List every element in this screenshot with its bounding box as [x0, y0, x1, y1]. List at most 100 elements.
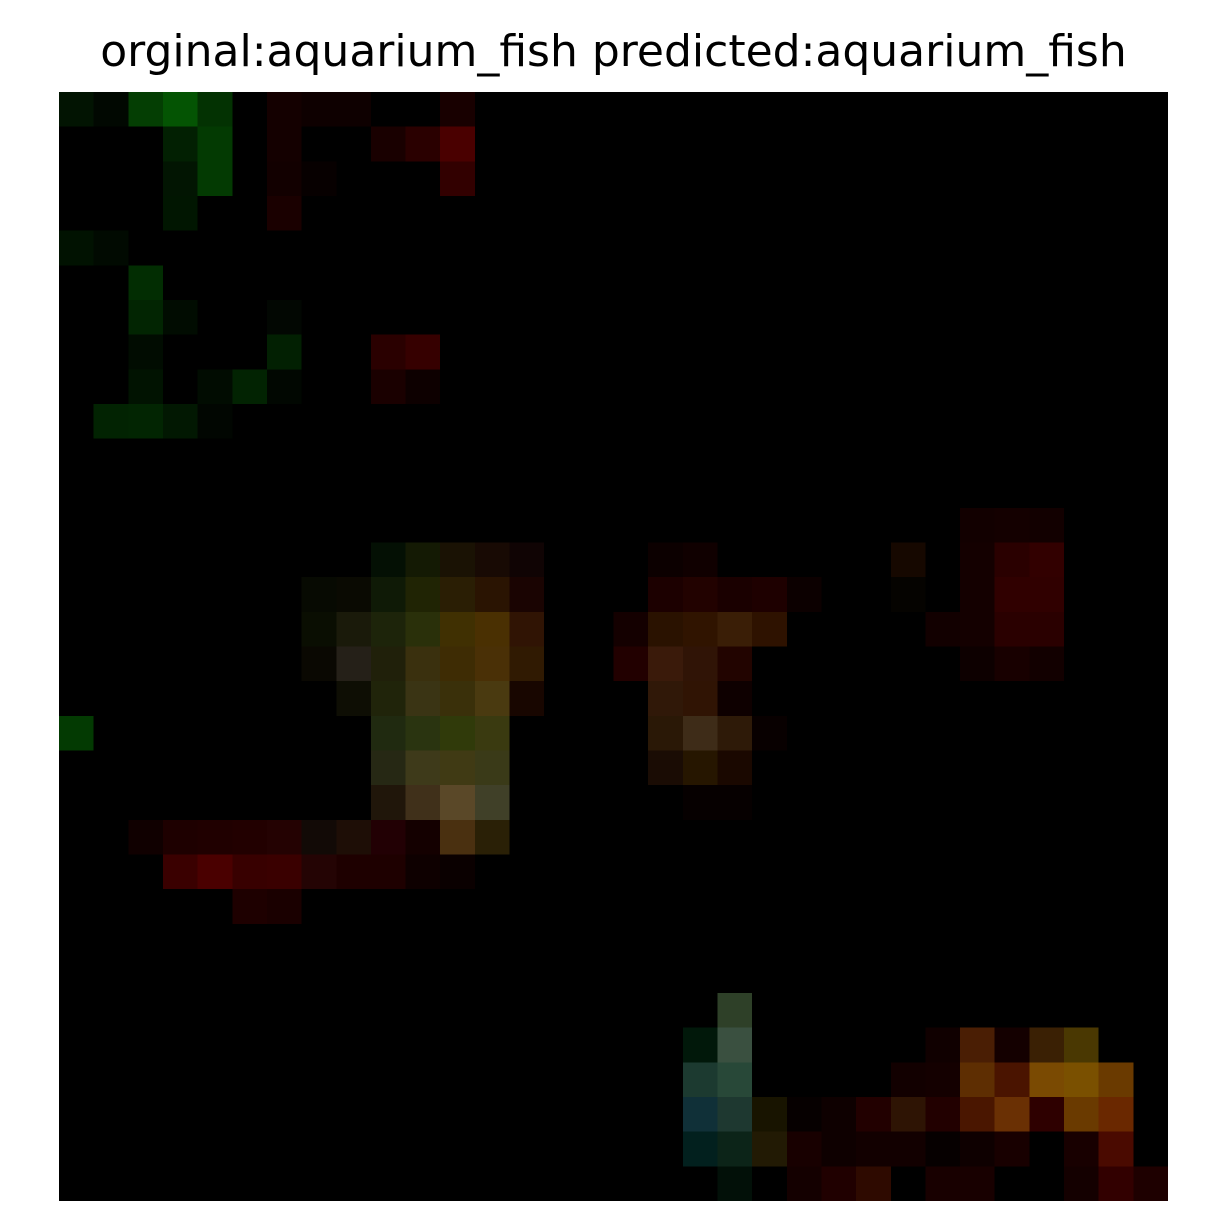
image-pixel — [266, 92, 302, 127]
image-pixel — [994, 542, 1030, 578]
image-pixel — [1064, 1027, 1099, 1063]
image-pixel — [197, 92, 233, 127]
image-pixel — [994, 577, 1030, 612]
image-pixel — [336, 681, 371, 716]
image-pixel — [370, 577, 406, 612]
image-pixel — [440, 126, 475, 162]
image-pixel — [93, 92, 129, 127]
image-pixel — [162, 819, 198, 855]
image-pixel — [717, 1097, 753, 1132]
image-pixel — [336, 577, 371, 612]
image-pixel — [440, 646, 475, 682]
image-pixel — [162, 403, 198, 439]
image-pixel — [1029, 542, 1065, 578]
image-pixel — [370, 126, 406, 162]
image-pixel — [474, 542, 510, 578]
image-pixel — [162, 299, 198, 335]
image-pixel — [994, 1131, 1030, 1167]
image-pixel — [752, 1097, 787, 1132]
image-pixel — [197, 819, 233, 855]
image-pixel — [162, 195, 198, 231]
image-pixel — [93, 230, 129, 266]
image-pixel — [440, 611, 475, 647]
image-pixel — [370, 681, 406, 716]
image-pixel — [960, 646, 995, 682]
image-pixel — [440, 854, 475, 890]
image-pixel — [474, 577, 510, 612]
image-pixel — [960, 1062, 995, 1098]
image-pixel — [336, 646, 371, 682]
image-pixel — [1029, 646, 1065, 682]
image-pixel — [59, 92, 94, 127]
image-pixel — [59, 230, 94, 266]
image-pixel — [717, 611, 753, 647]
image-pixel — [752, 1131, 787, 1167]
image-pixel — [682, 1062, 718, 1098]
image-pixel — [370, 715, 406, 751]
image-pixel — [682, 577, 718, 612]
image-pixel — [128, 403, 163, 439]
image-pixel — [197, 161, 233, 196]
image-pixel — [821, 1097, 857, 1132]
image-pixel — [440, 819, 475, 855]
image-pixel — [266, 819, 302, 855]
image-pixel — [370, 611, 406, 647]
image-pixel — [405, 819, 441, 855]
image-pixel — [682, 785, 718, 820]
image-pixel — [925, 1027, 961, 1063]
image-pixel — [786, 1131, 822, 1167]
image-pixel — [717, 646, 753, 682]
image-pixel — [128, 92, 163, 127]
image-pixel — [370, 646, 406, 682]
image-pixel — [509, 577, 545, 612]
image-pixel — [336, 611, 371, 647]
image-pixel — [370, 785, 406, 820]
image-pixel — [752, 577, 787, 612]
image-pixel — [925, 611, 961, 647]
image-pixel — [1029, 507, 1065, 543]
image-pixel — [613, 611, 649, 647]
image-pixel — [717, 577, 753, 612]
image-pixel — [440, 785, 475, 820]
image-pixel — [752, 611, 787, 647]
image-pixel — [370, 542, 406, 578]
image-pixel — [1029, 1027, 1065, 1063]
image-pixel — [266, 195, 302, 231]
image-pixel — [509, 681, 545, 716]
image-pixel — [1133, 1166, 1168, 1201]
image-pixel — [266, 889, 302, 924]
image-pixel — [890, 1062, 926, 1098]
image-pixel — [890, 542, 926, 578]
image-pixel — [682, 646, 718, 682]
image-pixel — [960, 1166, 995, 1201]
image-pixel — [994, 1097, 1030, 1132]
image-pixel — [717, 1166, 753, 1201]
image-pixel — [266, 854, 302, 890]
image-pixel — [301, 854, 337, 890]
image-pixel — [682, 750, 718, 786]
image-pixel — [440, 542, 475, 578]
image-pixel — [405, 611, 441, 647]
image-pixel — [59, 715, 94, 751]
image-pixel — [440, 577, 475, 612]
image-pixel — [925, 1131, 961, 1167]
image-pixel — [405, 542, 441, 578]
image-pixel — [474, 750, 510, 786]
image-pixel — [856, 1166, 891, 1201]
image-pixel — [440, 715, 475, 751]
image-pixel — [128, 265, 163, 300]
image-pixel — [197, 126, 233, 162]
image-pixel — [717, 681, 753, 716]
image-pixel — [197, 403, 233, 439]
image-pixel — [266, 161, 302, 196]
image-pixel — [925, 1166, 961, 1201]
image-pixel — [856, 1131, 891, 1167]
image-pixel — [405, 750, 441, 786]
image-pixel — [197, 854, 233, 890]
image-pixel — [648, 715, 683, 751]
image-pixel — [162, 854, 198, 890]
image-pixel — [682, 1131, 718, 1167]
image-pixel — [682, 715, 718, 751]
image-pixel — [474, 681, 510, 716]
